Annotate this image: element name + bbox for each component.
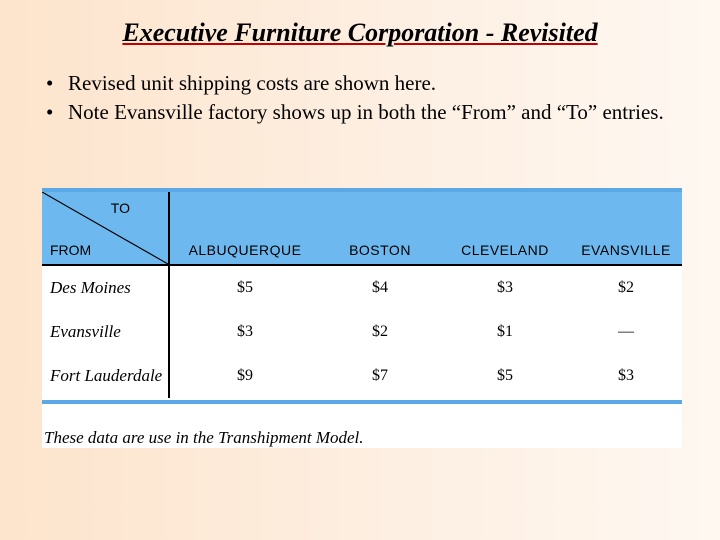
cell: $4 [320, 279, 440, 297]
cell: $3 [170, 323, 320, 341]
cell: $5 [440, 367, 570, 385]
cost-table: TO FROM ALBUQUERQUE BOSTON CLEVELAND EVA… [42, 188, 682, 448]
cell: $2 [320, 323, 440, 341]
table-row: Fort Lauderdale $9 $7 $5 $3 [42, 354, 682, 398]
bullet-list: Revised unit shipping costs are shown he… [46, 70, 680, 126]
cell: $1 [440, 323, 570, 341]
page-title: Executive Furniture Corporation - Revisi… [0, 0, 720, 48]
table-row: Des Moines $5 $4 $3 $2 [42, 266, 682, 310]
cell: $9 [170, 367, 320, 385]
col-header: CLEVELAND [440, 192, 570, 264]
bullet-item: Note Evansville factory shows up in both… [46, 99, 680, 126]
to-label: TO [111, 200, 130, 216]
from-to-cell: TO FROM [42, 192, 170, 264]
col-header: EVANSVILLE [570, 192, 682, 264]
row-label: Des Moines [42, 266, 170, 310]
table-row: Evansville $3 $2 $1 — [42, 310, 682, 354]
cell: $2 [570, 279, 682, 297]
row-label: Evansville [42, 310, 170, 354]
cell: — [570, 323, 682, 341]
bullet-item: Revised unit shipping costs are shown he… [46, 70, 680, 97]
cell: $3 [570, 367, 682, 385]
from-label: FROM [50, 242, 91, 258]
cell: $5 [170, 279, 320, 297]
col-header: BOSTON [320, 192, 440, 264]
table-header-row: TO FROM ALBUQUERQUE BOSTON CLEVELAND EVA… [42, 192, 682, 266]
table-footnote: These data are use in the Transhipment M… [42, 428, 682, 448]
table-bottom-rule [42, 400, 682, 404]
row-label: Fort Lauderdale [42, 354, 170, 398]
cell: $7 [320, 367, 440, 385]
col-header: ALBUQUERQUE [170, 192, 320, 264]
cell: $3 [440, 279, 570, 297]
